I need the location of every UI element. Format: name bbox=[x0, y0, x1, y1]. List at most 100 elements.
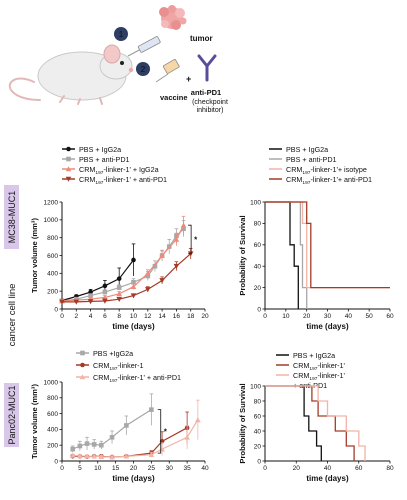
y-tick-label: 800 bbox=[47, 395, 58, 402]
legend-entry-text: CRM bbox=[93, 373, 109, 382]
series-line bbox=[72, 419, 199, 458]
data-point bbox=[91, 453, 97, 459]
y-tick-label: 20 bbox=[254, 285, 262, 292]
x-tick-label: 2 bbox=[74, 313, 78, 320]
data-point bbox=[99, 442, 104, 448]
chart-survival-panc02: 0 20 40 60 80 0 20 40 60 80 100 time (days) Probabil… bbox=[238, 383, 394, 483]
vaccine-syringe bbox=[155, 59, 180, 83]
data-point bbox=[184, 434, 190, 440]
legend-entry-text: PBS + anti-PD1 bbox=[79, 155, 130, 164]
x-tick-label: 40 bbox=[201, 465, 209, 472]
syringe-1 bbox=[127, 36, 161, 57]
top-model-label: MC38-MUC1 bbox=[7, 191, 17, 244]
plus-sign: + bbox=[186, 74, 191, 84]
data-point bbox=[102, 298, 108, 304]
vaccine-label: vaccine bbox=[160, 93, 188, 102]
legend-entry: PBS + anti-PD1 bbox=[79, 155, 130, 164]
legend-entry-suffix: -linker-1 bbox=[118, 361, 144, 370]
x-axis-title: time (days) bbox=[306, 322, 349, 331]
series-3 bbox=[59, 215, 187, 304]
legend-entry-subscript: 197 bbox=[95, 170, 103, 176]
series-2 bbox=[265, 201, 308, 309]
x-tick-label: 0 bbox=[263, 313, 267, 320]
x-tick-label: 60 bbox=[386, 313, 394, 320]
series-1 bbox=[70, 393, 154, 453]
side-labels: MC38-MUC1 cancer cell line Panc02-MUC1 bbox=[4, 185, 19, 447]
legend-entry-suffix: -linker-1' bbox=[318, 361, 346, 370]
legend-entry-subscript: 197 bbox=[302, 170, 310, 176]
y-tick-label: 1000 bbox=[44, 217, 59, 224]
y-tick-label: 1000 bbox=[44, 379, 59, 386]
legend-entry: PBS + IgG2a bbox=[286, 145, 328, 154]
legend-entry: CRM197-linker-1' + IgG2a bbox=[79, 165, 159, 176]
series-line bbox=[265, 385, 322, 461]
data-point bbox=[98, 453, 105, 459]
legend-entry-subscript: 197 bbox=[95, 180, 103, 186]
legend-entry-subscript: 197 bbox=[109, 378, 117, 384]
x-tick-label: 18 bbox=[187, 313, 195, 320]
series-3 bbox=[265, 201, 390, 289]
y-axis-title: Probability of Survival bbox=[238, 215, 247, 295]
y-tick-label: 60 bbox=[254, 242, 262, 249]
x-axis-title: time (days) bbox=[112, 322, 155, 331]
legend-entry-suffix: -linker-1' bbox=[318, 371, 346, 380]
x-tick-label: 20 bbox=[130, 465, 138, 472]
legend-marker bbox=[65, 166, 72, 172]
x-tick-label: 15 bbox=[112, 465, 120, 472]
legend-entry-suffix: -linker-1' + IgG2a bbox=[104, 165, 159, 174]
y-tick-label: 1200 bbox=[44, 199, 59, 206]
series-3 bbox=[265, 385, 366, 461]
y-tick-label: 40 bbox=[254, 428, 262, 435]
cancer-cell-line-label: cancer cell line bbox=[7, 284, 18, 347]
y-tick-label: 40 bbox=[254, 264, 262, 271]
data-point bbox=[130, 293, 137, 299]
x-tick-label: 20 bbox=[201, 313, 209, 320]
x-tick-label: 10 bbox=[282, 313, 290, 320]
x-tick-label: 0 bbox=[60, 465, 64, 472]
data-point bbox=[102, 289, 108, 295]
chart-survival-mc38: 0 10 20 30 40 50 60 0 20 40 60 80 100 time (days) Prob… bbox=[238, 199, 394, 331]
data-point bbox=[159, 278, 165, 284]
data-point bbox=[73, 299, 80, 305]
y-tick-label: 20 bbox=[254, 443, 262, 450]
x-tick-label: 50 bbox=[366, 313, 374, 320]
data-point bbox=[173, 263, 180, 269]
legend-entry-text: PBS + IgG2a bbox=[293, 351, 335, 360]
series-line bbox=[61, 224, 185, 302]
checkpoint-label-line-2: inhibitor) bbox=[197, 107, 224, 114]
x-tick-label: 8 bbox=[117, 313, 121, 320]
x-axis-title: time (days) bbox=[112, 474, 155, 483]
x-tick-label: 10 bbox=[94, 465, 102, 472]
significance-star: * bbox=[164, 427, 168, 436]
legend-entry: CRM197-linker-1' + anti-PD1 bbox=[79, 175, 167, 186]
legend-entry-text: CRM bbox=[286, 175, 302, 184]
legend-survival-panc02: PBS + IgG2aCRM197-linker-1'CRM197-linker… bbox=[276, 351, 345, 390]
data-point bbox=[116, 276, 122, 281]
data-point bbox=[88, 289, 93, 295]
legend-marker bbox=[65, 176, 72, 182]
series-line bbox=[265, 201, 390, 289]
x-tick-label: 60 bbox=[355, 465, 363, 472]
data-point bbox=[149, 407, 154, 412]
series-line bbox=[265, 201, 308, 309]
legend-entry-text: CRM bbox=[286, 165, 302, 174]
y-tick-label: 0 bbox=[257, 306, 261, 313]
y-axis-title: Tumor volume (mm³) bbox=[30, 218, 39, 293]
chart-tumor-volume-mc38: 0 2 4 6 8 10 12 14 16 18 20020040060080010001200ti… bbox=[30, 199, 209, 331]
data-point bbox=[173, 236, 180, 242]
y-tick-label: 400 bbox=[47, 271, 58, 278]
legend-marker bbox=[79, 374, 86, 380]
legend-entry-text: CRM bbox=[79, 175, 95, 184]
legend-entry-text: PBS + anti-PD1 bbox=[286, 155, 337, 164]
y-tick-label: 60 bbox=[254, 413, 262, 420]
y-tick-label: 600 bbox=[47, 411, 58, 418]
bottom-model-label-box bbox=[4, 383, 19, 447]
legend-entry-subscript: 197 bbox=[302, 180, 310, 186]
data-point bbox=[84, 441, 90, 446]
legend-entry-text: PBS + IgG2a bbox=[79, 145, 121, 154]
series-4 bbox=[59, 247, 194, 305]
data-point bbox=[109, 435, 115, 440]
x-tick-label: 35 bbox=[184, 465, 192, 472]
